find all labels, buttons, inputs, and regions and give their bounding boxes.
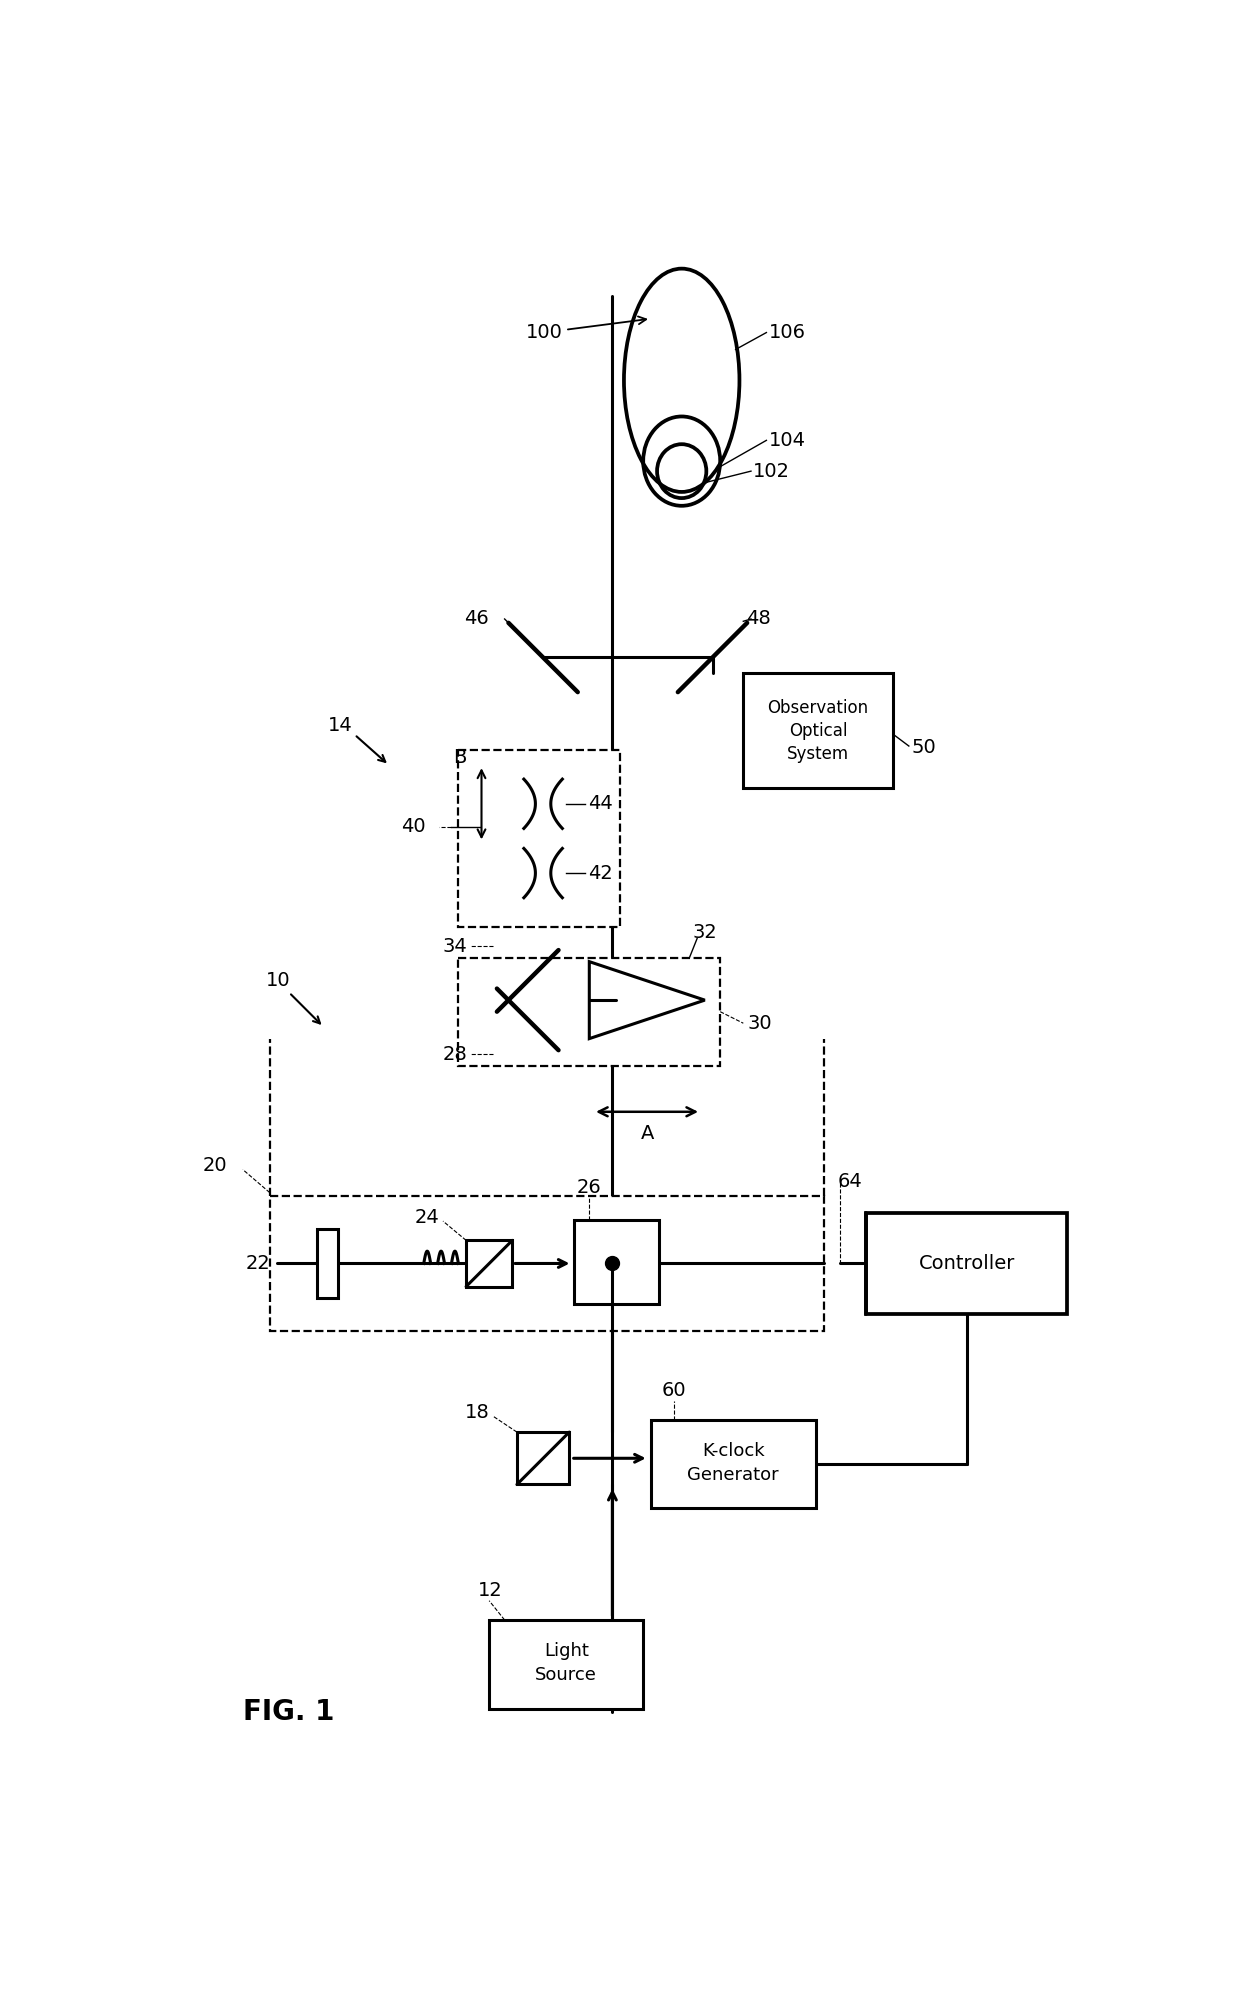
Text: 104: 104 [769, 431, 806, 449]
Text: Observation: Observation [768, 699, 868, 717]
Text: 40: 40 [401, 818, 425, 836]
Text: 32: 32 [692, 922, 717, 943]
Text: 22: 22 [246, 1255, 270, 1273]
Text: 60: 60 [662, 1382, 686, 1400]
Text: 14: 14 [327, 715, 352, 735]
Text: 42: 42 [588, 864, 613, 882]
Text: 18: 18 [465, 1404, 490, 1422]
Text: Generator: Generator [687, 1466, 779, 1484]
Text: FIG. 1: FIG. 1 [243, 1698, 334, 1726]
Text: 100: 100 [526, 316, 646, 342]
Text: 30: 30 [748, 1013, 771, 1033]
Text: 28: 28 [443, 1045, 467, 1063]
Text: Light: Light [544, 1641, 589, 1660]
Bar [270, 1196, 825, 1331]
Text: 44: 44 [588, 794, 613, 814]
Text: K-clock: K-clock [702, 1442, 765, 1460]
Text: 50: 50 [911, 737, 936, 757]
Bar [459, 959, 720, 1065]
Bar [743, 673, 894, 787]
Bar [651, 1420, 816, 1508]
Text: 106: 106 [769, 322, 806, 342]
Text: 26: 26 [577, 1178, 601, 1196]
Text: 20: 20 [203, 1156, 227, 1176]
Bar [459, 749, 620, 926]
Text: A: A [640, 1124, 653, 1142]
Text: Controller: Controller [919, 1255, 1014, 1273]
Text: B: B [453, 747, 466, 767]
Bar [867, 1212, 1066, 1313]
Bar [490, 1619, 644, 1708]
Text: 102: 102 [754, 461, 790, 481]
Text: System: System [787, 745, 849, 763]
Text: Source: Source [536, 1666, 598, 1684]
Bar [517, 1432, 569, 1484]
Text: 10: 10 [265, 971, 290, 991]
Bar [574, 1220, 658, 1305]
Text: 34: 34 [443, 937, 467, 957]
Bar [466, 1241, 512, 1287]
Text: 46: 46 [465, 610, 490, 628]
Text: 64: 64 [838, 1172, 863, 1190]
Text: Optical: Optical [789, 721, 847, 739]
Text: 48: 48 [745, 610, 770, 628]
Bar [316, 1229, 339, 1299]
Text: 24: 24 [414, 1208, 439, 1227]
Text: 12: 12 [477, 1581, 502, 1601]
